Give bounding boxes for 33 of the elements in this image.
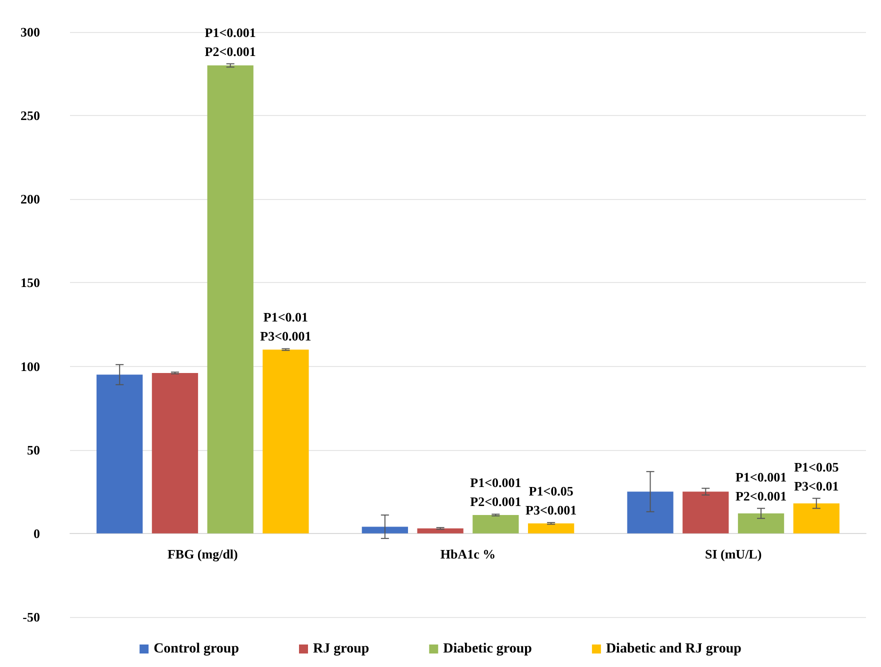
legend-label: Diabetic group — [443, 642, 532, 656]
annotation: P1<0.01 P3<0.001 — [260, 310, 312, 344]
y-tick-label: 0 — [34, 526, 40, 541]
bar — [738, 513, 784, 534]
bar — [472, 515, 519, 534]
annotation: P1<0.05 P3<0.001 — [526, 484, 577, 518]
x-tick-label: FBG (mg/dl) — [167, 546, 238, 562]
bar — [417, 528, 464, 534]
legend-label: Control group — [154, 642, 240, 656]
annotation: P1<0.001 P2<0.001 — [204, 24, 256, 59]
x-tick-label: SI (mU/L) — [704, 546, 762, 562]
legend-label: Diabetic and RJ group — [606, 642, 742, 656]
x-tick-label: HbA1c % — [440, 546, 496, 562]
bar — [627, 492, 674, 534]
annotation: P1<0.001 P2<0.001 — [470, 475, 522, 510]
y-tick-label: 300 — [20, 24, 40, 40]
bar — [152, 372, 198, 534]
bar — [207, 65, 254, 534]
y-tick-label: 50 — [27, 442, 40, 458]
y-tick-label: 150 — [20, 275, 40, 290]
annotation: P1<0.001 P2<0.001 — [735, 469, 787, 504]
y-tick-label: -50 — [22, 610, 40, 624]
bar — [96, 374, 143, 534]
bar — [362, 526, 408, 534]
bar — [793, 503, 840, 534]
bar — [262, 350, 309, 534]
bar — [528, 523, 574, 534]
y-tick-label: 250 — [20, 108, 40, 124]
annotation: P1<0.05 P3<0.01 — [794, 459, 840, 494]
legend-label: RJ group — [313, 642, 370, 656]
y-tick-label: 200 — [20, 192, 40, 207]
bar — [682, 492, 729, 534]
y-tick-label: 100 — [20, 358, 40, 374]
